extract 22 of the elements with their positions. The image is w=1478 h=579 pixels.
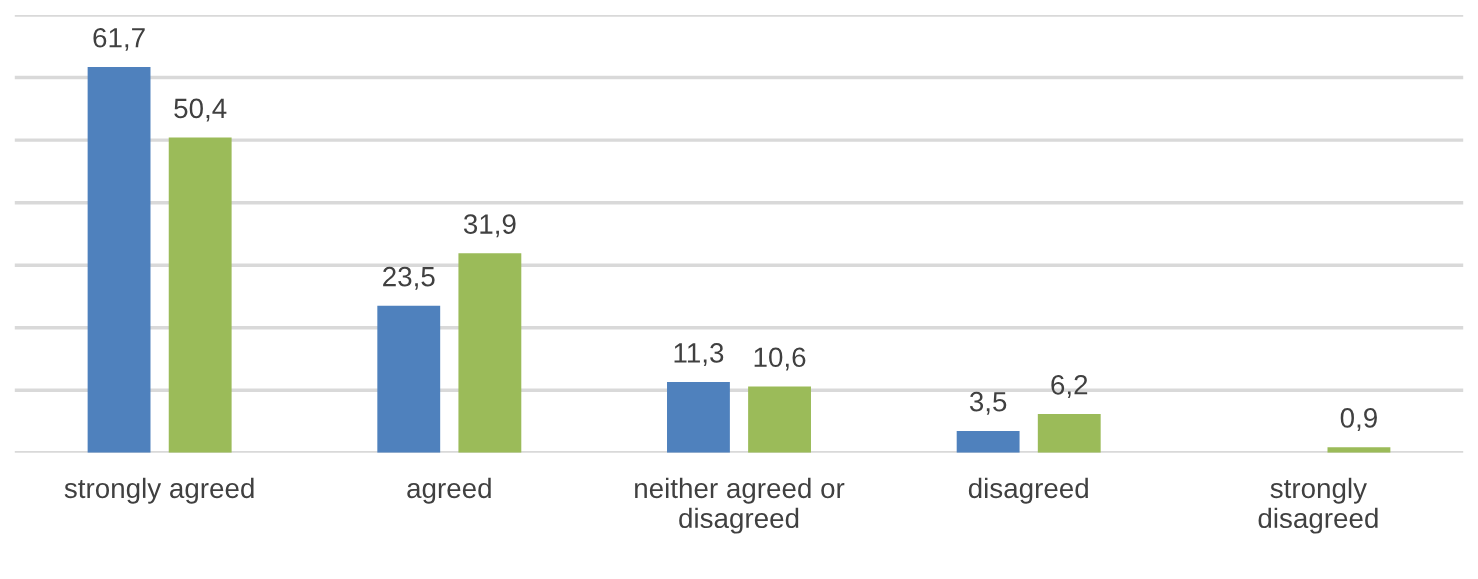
data-label: 3,5 <box>969 391 1007 415</box>
x-tick-label: strongly disagreed <box>1258 477 1378 534</box>
data-label: 50,4 <box>174 98 227 122</box>
x-tick-label: agreed <box>407 477 491 504</box>
bar <box>956 430 1020 453</box>
data-label: 10,6 <box>754 347 806 371</box>
x-tick-label: strongly agreed <box>64 477 254 504</box>
data-label: 6,2 <box>1051 374 1088 398</box>
x-tick-label: neither agreed or disagreed <box>635 477 845 534</box>
bar <box>377 305 441 453</box>
data-label: 23,5 <box>383 266 435 290</box>
bar <box>667 382 730 453</box>
bar <box>168 137 232 453</box>
bar <box>1037 414 1101 453</box>
data-label: 11,3 <box>674 343 724 367</box>
data-label: 0,9 <box>1340 408 1377 432</box>
bar <box>748 386 811 453</box>
x-tick-label: disagreed <box>968 477 1088 504</box>
bar <box>87 66 151 453</box>
bar <box>458 253 522 453</box>
data-label: 61,7 <box>93 27 145 51</box>
data-label: 31,9 <box>463 214 516 238</box>
